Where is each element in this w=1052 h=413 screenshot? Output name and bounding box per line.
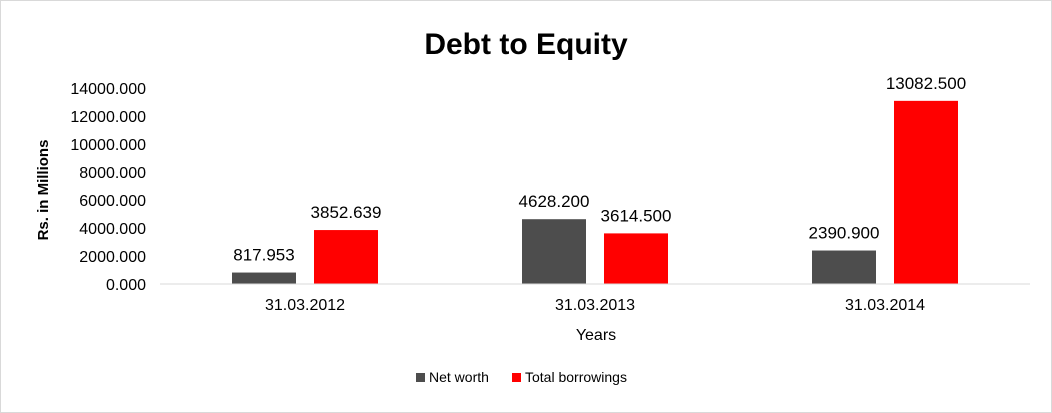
x-category-label: 31.03.2012 xyxy=(265,297,345,314)
legend-label: Total borrowings xyxy=(525,369,627,385)
y-tick-label: 4000.000 xyxy=(79,221,146,238)
data-label: 13082.500 xyxy=(886,74,966,93)
x-category-label: 31.03.2013 xyxy=(555,297,635,314)
bars-group: 817.953 3852.639 4628.200 3614.500 2390.900 1… xyxy=(232,74,966,284)
bar-total-borrowings xyxy=(604,233,668,284)
data-label: 4628.200 xyxy=(519,192,590,211)
y-axis-ticks: 0.000 2000.000 4000.000 6000.000 8000.000 100… xyxy=(70,81,146,294)
legend-label: Net worth xyxy=(429,369,489,385)
y-axis-title: Rs. in Millions xyxy=(35,140,52,241)
x-axis-categories: 31.03.2012 31.03.2013 31.03.2014 xyxy=(265,297,925,314)
y-tick-label: 6000.000 xyxy=(79,193,146,210)
y-tick-label: 14000.000 xyxy=(70,81,146,98)
bar-total-borrowings xyxy=(314,230,378,284)
bar-net-worth xyxy=(522,219,586,284)
x-category-label: 31.03.2014 xyxy=(845,297,925,314)
y-tick-label: 10000.000 xyxy=(70,137,146,154)
legend-swatch xyxy=(512,373,521,382)
y-tick-label: 12000.000 xyxy=(70,109,146,126)
data-label: 3852.639 xyxy=(311,203,382,222)
y-tick-label: 0.000 xyxy=(106,277,146,294)
y-tick-label: 2000.000 xyxy=(79,249,146,266)
bar-net-worth xyxy=(812,250,876,284)
data-label: 3614.500 xyxy=(601,206,672,225)
data-label: 817.953 xyxy=(233,246,294,265)
data-label: 2390.900 xyxy=(809,224,880,243)
legend: Net worth Total borrowings xyxy=(416,369,627,385)
bar-total-borrowings xyxy=(894,100,958,284)
x-axis-title: Years xyxy=(576,327,616,344)
bar-net-worth xyxy=(232,272,296,284)
y-tick-label: 8000.000 xyxy=(79,165,146,182)
chart-title: Debt to Equity xyxy=(424,28,628,61)
legend-swatch xyxy=(416,373,425,382)
